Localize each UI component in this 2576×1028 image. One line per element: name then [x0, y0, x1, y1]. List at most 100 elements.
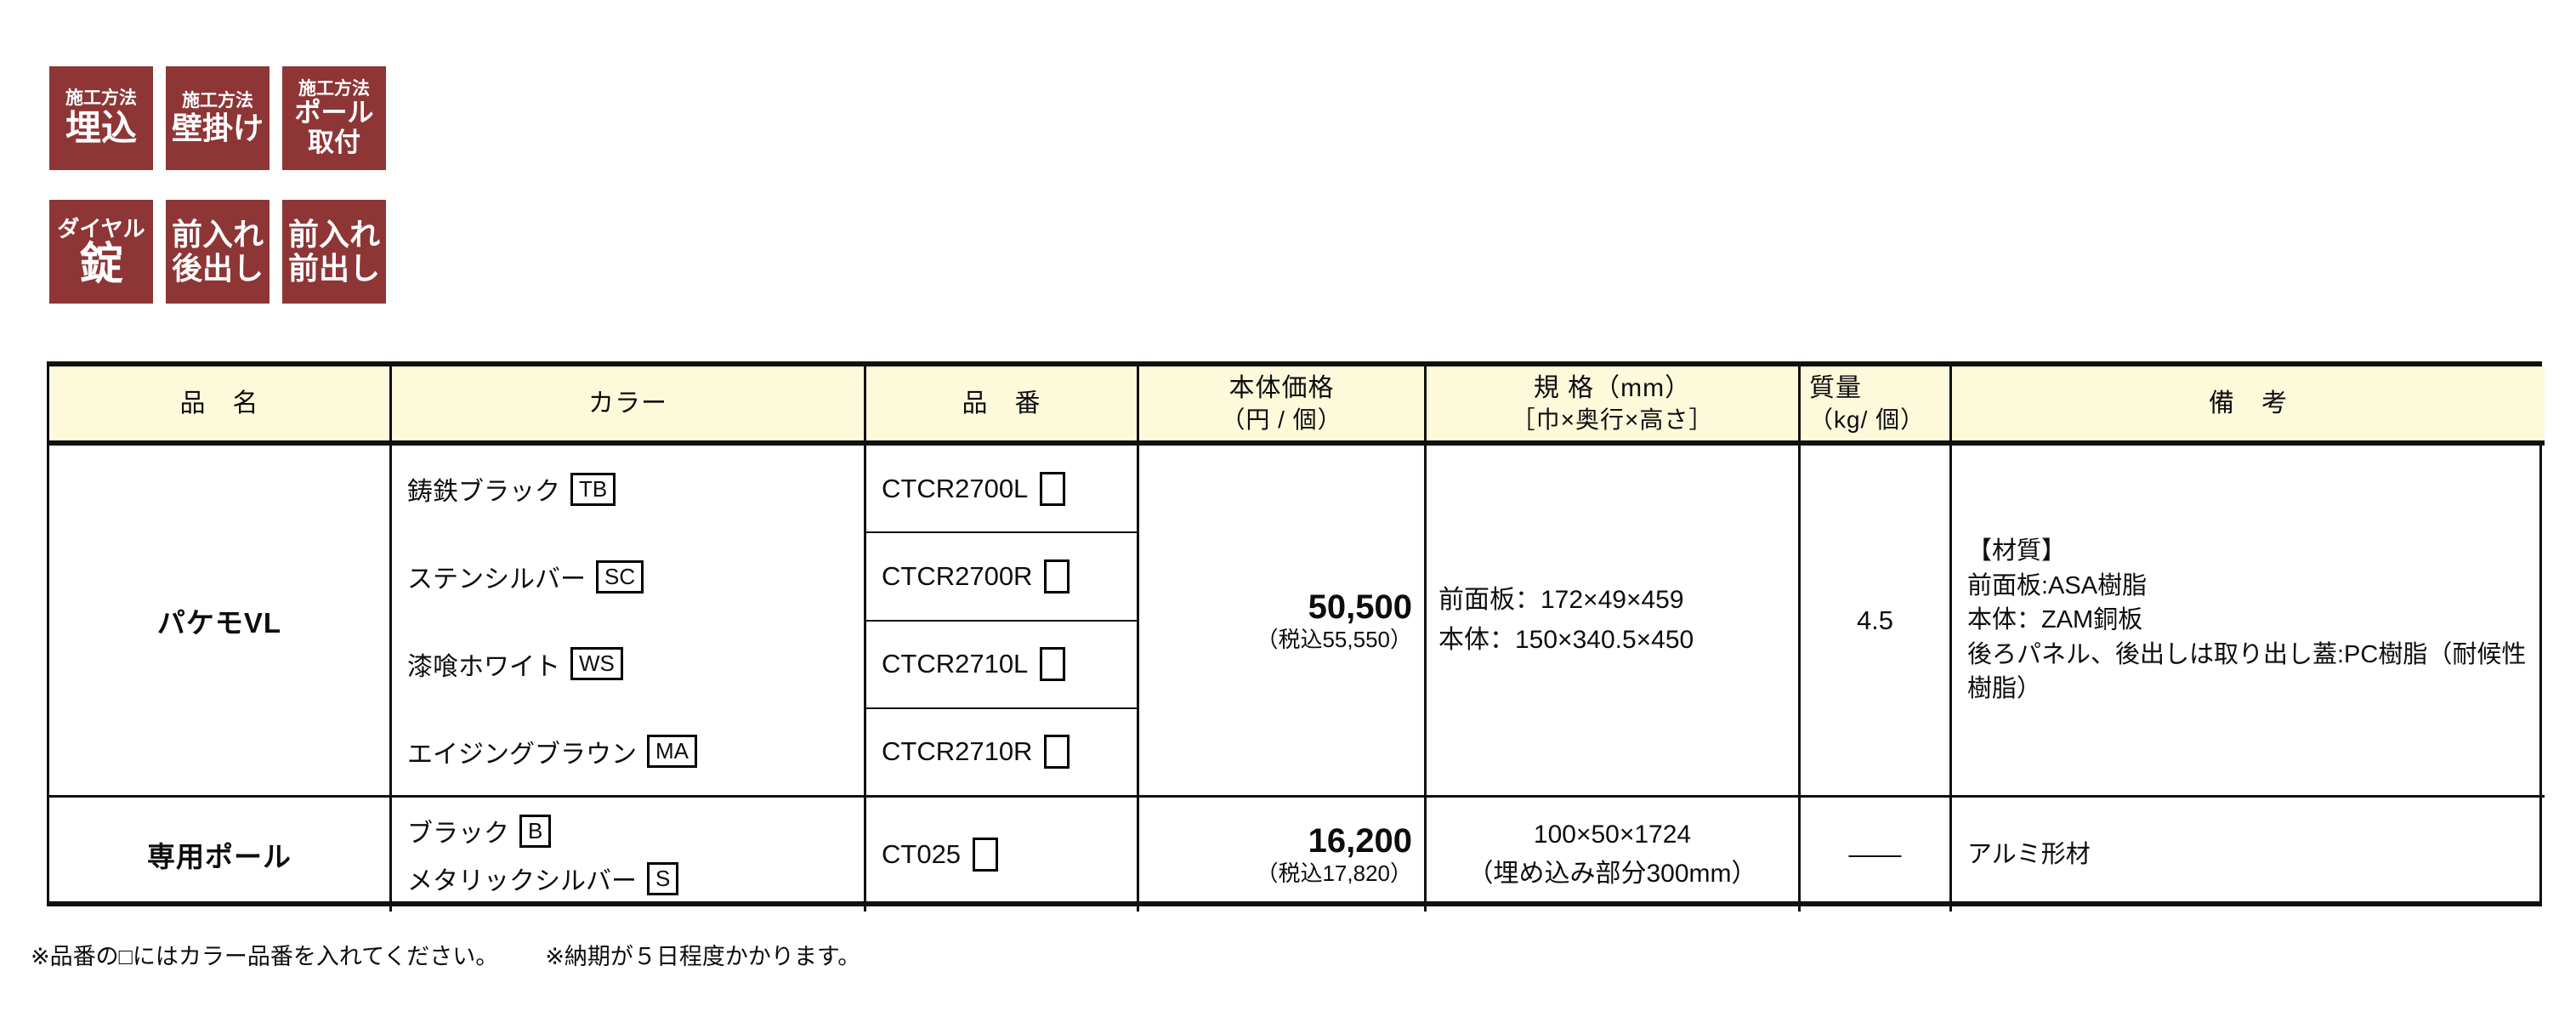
color-option: エイジングブラウン MA — [392, 707, 864, 795]
badge-install-pole: 施工方法 ポール 取付 — [282, 66, 386, 170]
color-code-chip: MA — [647, 735, 697, 769]
weight-value: 4.5 — [1856, 605, 1894, 635]
badge-front-in-front-out: 前入れ 前出し — [282, 200, 386, 304]
color-code-fill-box — [1044, 559, 1070, 594]
color-name: 漆喰ホワイト — [407, 652, 560, 681]
badge-label: 施工方法 — [182, 91, 253, 111]
header-cell-weight: 質量 （kg/ 個） — [1801, 366, 1952, 446]
spec-line: 前面板：172×49×459 — [1438, 586, 1684, 614]
weight-cell-pakemo: 4.5 — [1801, 446, 1952, 798]
badge-label: 前入れ — [171, 216, 264, 252]
product-name-text: 専用ポール — [147, 841, 292, 872]
product-name-pakemo-vl: パケモVL — [49, 446, 392, 798]
spec-line: 100×50×1724 — [1533, 820, 1692, 849]
footnote-delivery: ※納期が５日程度かかります。 — [545, 944, 861, 969]
badge-label: 施工方法 — [65, 88, 137, 108]
remarks-cell-pakemo: 【材質】 前面板:ASA樹脂 本体：ZAM銅板 後ろパネル、後出しは取り出し蓋:… — [1952, 446, 2545, 798]
header-label: 備 考 — [2209, 389, 2288, 417]
badge-dial-lock: ダイヤル 錠 — [49, 200, 153, 304]
product-spec-table: 品 名 カラー 品 番 本体価格 （円 / 個） 規 格（mm） ［巾×奥行×高… — [47, 361, 2545, 912]
badge-label: 壁掛け — [171, 110, 264, 145]
part-number-list-pole: CT025 — [866, 798, 1139, 912]
part-number-cell: CTCR2700R — [866, 533, 1137, 622]
price-value: 50,500 — [1308, 588, 1412, 626]
header-label: 規 格（mm） — [1533, 373, 1692, 402]
header-label: 質量 — [1809, 373, 1862, 402]
part-number-cell: CTCR2700L — [866, 446, 1137, 534]
part-number-text: CTCR2710R — [882, 736, 1033, 767]
spec-line: 本体：150×340.5×450 — [1438, 625, 1694, 654]
header-cell-product-name: 品 名 — [49, 366, 392, 446]
header-sublabel: （kg/ 個） — [1809, 406, 1926, 433]
color-name: エイジングブラウン — [407, 740, 637, 769]
part-number-text: CT025 — [882, 839, 962, 869]
part-number-text: CTCR2700R — [882, 560, 1033, 591]
part-number-cell: CTCR2710R — [866, 709, 1137, 795]
color-name: 鋳鉄ブラック — [407, 478, 560, 507]
part-number-cell: CTCR2710L — [866, 622, 1137, 709]
remarks-cell-pole: アルミ形材 — [1952, 798, 2545, 912]
header-label: 本体価格 — [1228, 373, 1335, 402]
color-code-chip: SC — [596, 559, 644, 594]
part-number-list-pakemo: CTCR2700L CTCR2700R CTCR2710L CTCR2710R — [866, 446, 1139, 798]
weight-dash: —— — [1848, 839, 1902, 869]
color-option: 鋳鉄ブラック TB — [392, 446, 864, 533]
part-number-text: CTCR2710L — [882, 649, 1029, 679]
badge-label: ダイヤル — [57, 216, 145, 242]
badge-install-embed: 施工方法 埋込 — [49, 66, 153, 170]
color-code-fill-box — [1044, 735, 1070, 770]
header-label: 品 番 — [962, 389, 1041, 417]
spec-line: （埋め込み部分300mm） — [1467, 860, 1757, 888]
header-label: カラー — [588, 389, 667, 417]
badge-label: 埋込 — [65, 108, 137, 149]
product-name-text: パケモVL — [156, 606, 282, 639]
product-name-pole: 専用ポール — [49, 798, 392, 912]
header-cell-remarks: 備 考 — [1952, 366, 2545, 446]
color-name: ブラック — [407, 820, 509, 848]
color-code-chip: B — [519, 814, 552, 848]
header-sublabel: （円 / 個） — [1221, 406, 1342, 433]
color-option: ステンシルバー SC — [392, 533, 864, 621]
header-sublabel: ［巾×奥行×高さ］ — [1511, 406, 1714, 433]
remarks-line: 後ろパネル、後出しは取り出し蓋:PC樹脂（耐候性樹脂） — [1967, 640, 2527, 703]
spec-cell-pakemo: 前面板：172×49×459 本体：150×340.5×450 — [1427, 446, 1801, 798]
badge-install-wall: 施工方法 壁掛け — [166, 66, 270, 170]
color-code-fill-box — [973, 838, 999, 872]
color-code-fill-box — [1040, 647, 1066, 682]
badge-front-in-back-out: 前入れ 後出し — [166, 200, 270, 304]
badge-label: 錠 — [78, 239, 123, 289]
color-option: ブラック B — [407, 812, 864, 849]
price-cell-pole: 16,200 （税込17,820） — [1139, 798, 1427, 912]
header-cell-spec: 規 格（mm） ［巾×奥行×高さ］ — [1427, 366, 1801, 446]
color-option: メタリックシルバー S — [407, 860, 864, 897]
weight-cell-pole: —— — [1801, 798, 1952, 912]
header-cell-color: カラー — [392, 366, 866, 446]
badge-label: 施工方法 — [298, 78, 370, 99]
color-option: 漆喰ホワイト WS — [392, 621, 864, 708]
badge-label: 前入れ — [287, 216, 380, 252]
color-code-fill-box — [1040, 471, 1066, 506]
color-list-pole: ブラック B メタリックシルバー S — [392, 798, 866, 912]
remarks-line: 前面板:ASA樹脂 — [1967, 571, 2148, 599]
remarks-line: 【材質】 — [1967, 537, 2067, 565]
badge-label: 取付 — [308, 127, 360, 157]
remarks-line: 本体：ZAM銅板 — [1967, 606, 2143, 634]
remarks-line: アルミ形材 — [1967, 840, 2091, 868]
badge-label: ポール — [294, 98, 374, 128]
footnotes: ※品番の□にはカラー品番を入れてください。 ※納期が５日程度かかります。 — [31, 938, 860, 971]
color-code-chip: WS — [570, 647, 623, 681]
spec-cell-pole: 100×50×1724 （埋め込み部分300mm） — [1427, 798, 1801, 912]
color-code-chip: S — [647, 861, 679, 895]
price-cell-pakemo: 50,500 （税込55,550） — [1139, 446, 1427, 798]
price-tax-included: （税込55,550） — [1256, 626, 1412, 652]
price-tax-included: （税込17,820） — [1256, 860, 1412, 887]
color-name: メタリックシルバー — [407, 867, 637, 895]
color-list-pakemo: 鋳鉄ブラック TB ステンシルバー SC 漆喰ホワイト WS エイジングブラウン… — [392, 446, 866, 798]
header-cell-part-number: 品 番 — [866, 366, 1139, 446]
part-number-text: CTCR2700L — [882, 473, 1029, 503]
color-code-chip: TB — [570, 472, 616, 506]
color-name: ステンシルバー — [407, 565, 586, 594]
footnote-color-code: ※品番の□にはカラー品番を入れてください。 — [31, 944, 499, 969]
header-label: 品 名 — [179, 389, 259, 417]
